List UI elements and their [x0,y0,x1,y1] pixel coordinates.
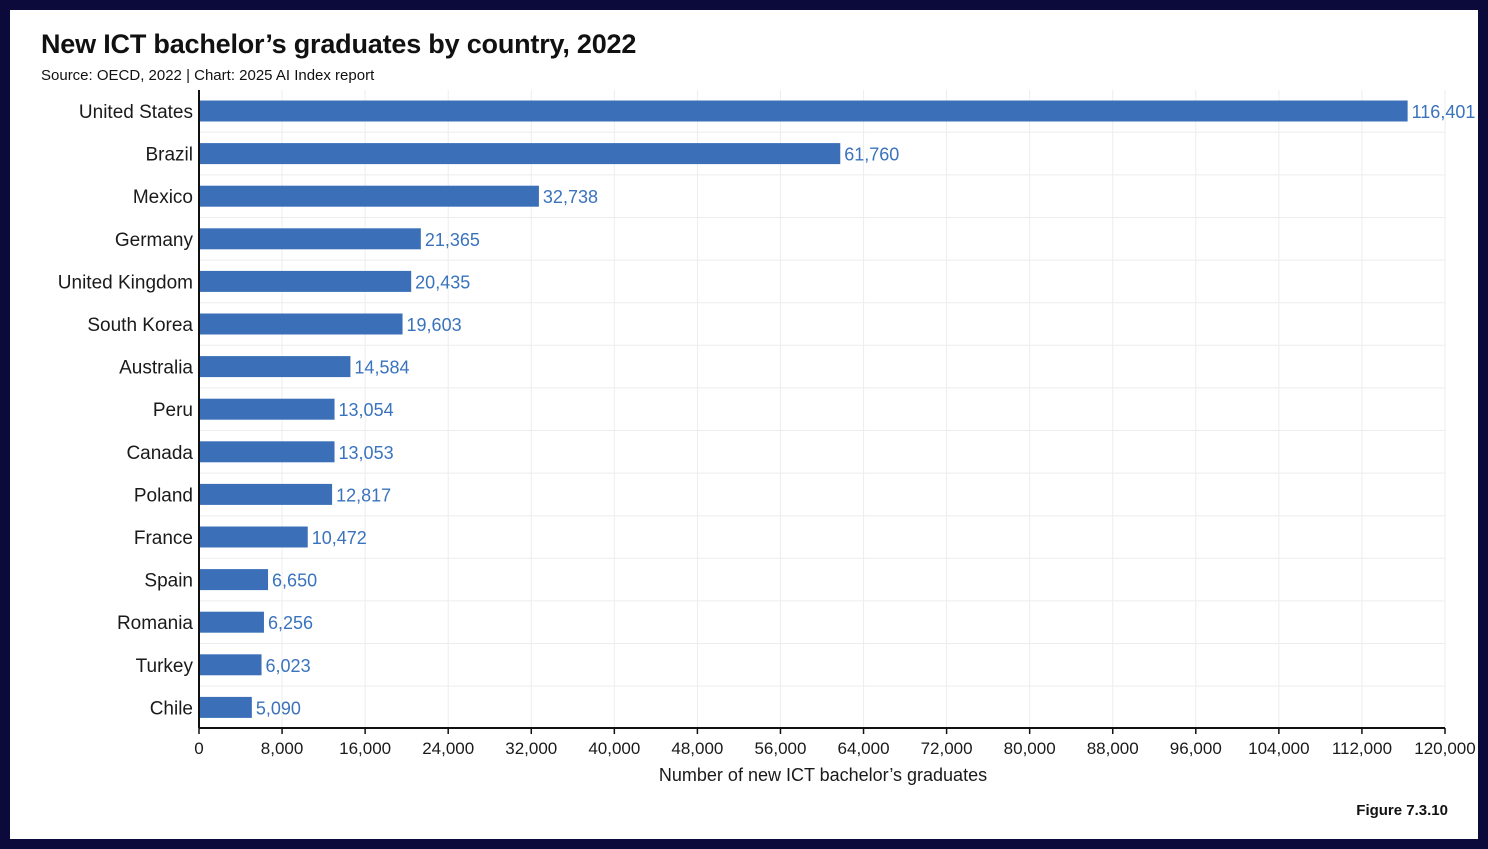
bar [199,654,262,676]
chart-subtitle: Source: OECD, 2022 | Chart: 2025 AI Inde… [41,67,375,84]
category-label: Germany [115,230,194,251]
value-label: 61,760 [844,145,899,165]
value-label: 6,256 [268,613,313,633]
value-label: 5,090 [256,698,301,718]
category-label: United Kingdom [58,272,193,293]
category-label: Australia [119,358,193,379]
category-label: Turkey [136,656,194,677]
bar [199,100,1408,122]
value-label: 14,584 [354,358,409,378]
bar [199,398,335,420]
value-label: 32,738 [543,187,598,207]
value-label: 6,023 [266,656,311,676]
value-label: 19,603 [407,315,462,335]
value-label: 13,054 [339,400,394,420]
bar [199,611,264,633]
x-tick-label: 72,000 [921,739,973,758]
x-tick-label: 24,000 [422,739,474,758]
category-label: France [134,528,193,549]
value-label: 6,650 [272,571,317,591]
x-tick-label: 80,000 [1004,739,1056,758]
category-label: Peru [153,400,193,421]
x-tick-label: 0 [194,739,203,758]
bar [199,569,269,591]
bar [199,441,335,463]
x-tick-label: 112,000 [1332,739,1392,758]
chart-title: New ICT bachelor’s graduates by country,… [41,29,637,59]
bar [199,143,841,165]
axis-layer [198,90,1446,734]
x-tick-label: 56,000 [754,739,806,758]
bar [199,526,308,548]
category-label: South Korea [87,315,193,336]
chart-frame: New ICT bachelor’s graduates by country,… [10,10,1478,839]
x-tick-label: 16,000 [339,739,391,758]
category-label: Brazil [145,145,193,166]
label-layer: United States 116,401 Brazil 61,760 Mexico 32… [58,102,1476,785]
bar [199,185,539,207]
value-label: 13,053 [339,443,394,463]
figure-label: Figure 7.3.10 [1356,802,1448,819]
category-label: Chile [150,698,193,719]
x-tick-label: 48,000 [671,739,723,758]
x-axis-title: Number of new ICT bachelor’s graduates [659,765,987,785]
category-label: Romania [117,613,193,634]
x-tick-label: 96,000 [1170,739,1222,758]
x-tick-label: 32,000 [505,739,557,758]
bar [199,228,421,250]
x-tick-label: 120,000 [1414,739,1475,758]
category-label: United States [79,102,193,123]
value-label: 21,365 [425,230,480,250]
bar [199,313,403,335]
category-label: Poland [134,485,193,506]
value-label: 20,435 [415,272,470,292]
category-label: Spain [144,571,193,592]
bar-chart: United States 116,401 Brazil 61,760 Mexico 32… [58,90,1476,785]
x-tick-label: 104,000 [1248,739,1309,758]
value-label: 12,817 [336,485,391,505]
bar [199,696,252,718]
x-tick-label: 64,000 [838,739,890,758]
x-tick-label: 88,000 [1087,739,1139,758]
category-label: Canada [126,443,193,464]
value-label: 116,401 [1412,102,1476,122]
bar [199,356,351,378]
category-label: Mexico [133,187,193,208]
bar-layer [199,100,1408,718]
x-tick-label: 40,000 [588,739,640,758]
value-label: 10,472 [312,528,367,548]
bar [199,483,333,505]
x-tick-label: 8,000 [261,739,304,758]
bar [199,270,412,292]
